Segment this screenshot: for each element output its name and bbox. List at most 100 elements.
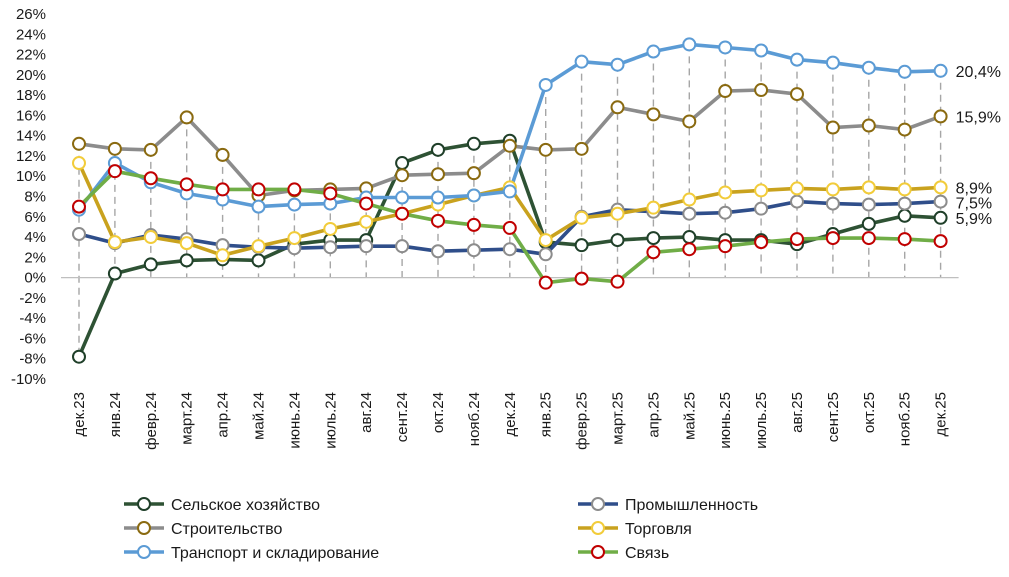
series-5-point xyxy=(502,220,517,235)
series-2-point xyxy=(610,100,625,115)
series-5-point xyxy=(251,182,266,197)
series-5-point xyxy=(72,199,86,214)
legend-swatch-marker xyxy=(137,497,151,511)
end-value-label: 20,4% xyxy=(956,64,1001,81)
series-3-point xyxy=(610,206,625,221)
x-tick-label: авг.24 xyxy=(358,392,375,433)
series-0-point xyxy=(72,349,86,364)
series-5-point xyxy=(323,186,338,201)
series-5-point xyxy=(754,235,769,250)
series-2-point xyxy=(538,142,553,157)
series-1-point xyxy=(359,239,374,254)
series-4-point xyxy=(825,55,840,70)
series-3-point xyxy=(107,235,122,250)
legend-label: Промышленность xyxy=(625,497,758,514)
series-2-point xyxy=(825,120,840,135)
series-5-point xyxy=(143,171,158,186)
y-tick-label: 0% xyxy=(24,270,46,287)
series-2-point xyxy=(395,168,410,183)
x-tick-label: февр.24 xyxy=(143,392,160,450)
end-value-label: 15,9% xyxy=(956,109,1001,126)
series-1-point xyxy=(897,196,912,211)
x-tick-label: окт.25 xyxy=(861,392,878,433)
legend-swatch-marker xyxy=(591,497,605,511)
series-3-point xyxy=(646,200,661,215)
legend-label: Транспорт и складирование xyxy=(171,545,379,562)
series-4-point xyxy=(466,188,481,203)
legend-label: Строительство xyxy=(171,521,282,538)
y-tick-label: 22% xyxy=(16,47,46,64)
y-tick-label: -6% xyxy=(19,330,46,347)
series-5-point xyxy=(574,271,589,286)
legend-item: Строительство xyxy=(124,521,282,538)
series-3-point xyxy=(215,248,230,263)
series-0-point xyxy=(682,230,697,245)
x-tick-label: янв.25 xyxy=(538,392,555,437)
x-tick-label: март.24 xyxy=(179,392,196,445)
legend-swatch-marker xyxy=(591,521,605,535)
legend-item: Транспорт и складирование xyxy=(124,545,379,562)
series-4-point xyxy=(251,199,266,214)
series-1-point xyxy=(502,242,517,257)
series-4-point xyxy=(790,52,804,67)
series-0-point xyxy=(179,253,194,268)
series-0-point xyxy=(574,238,589,253)
series-4-point xyxy=(395,190,410,205)
x-tick-label: март.25 xyxy=(610,392,627,445)
legend: Сельское хозяйство Промышленность Строител… xyxy=(124,497,758,562)
series-0-point xyxy=(897,208,912,223)
series-1-point xyxy=(861,197,876,212)
series-0-point xyxy=(610,233,625,248)
series-1-point xyxy=(72,227,86,242)
series-0-point xyxy=(431,142,445,157)
series-5-point xyxy=(646,245,661,260)
series-1-point xyxy=(395,239,410,254)
series-3-point xyxy=(718,185,733,200)
series-1-point xyxy=(790,194,804,209)
series-4-point xyxy=(646,44,661,59)
series-3-point xyxy=(933,180,948,195)
series-2-point xyxy=(718,84,733,99)
series-4-point xyxy=(610,57,625,72)
series-5-point xyxy=(718,239,733,254)
y-tick-label: -4% xyxy=(19,310,46,327)
series-4-point xyxy=(718,40,733,55)
series-2-point xyxy=(72,136,86,151)
x-tick-label: сент.24 xyxy=(394,392,411,442)
series-5-point xyxy=(215,182,230,197)
series-3-point xyxy=(538,233,553,248)
series-3-point xyxy=(790,181,804,196)
series-3-point xyxy=(682,192,697,207)
series-1-point xyxy=(754,201,769,216)
y-tick-label: 4% xyxy=(24,229,46,246)
series-0-point xyxy=(861,216,876,231)
series-5-point xyxy=(179,177,194,192)
series-5-point xyxy=(682,242,697,257)
y-axis-tick-labels: 26% 24% 22% 20% 18% 16% 14% 12% 10% 8% 6% 4% 2% 0% -2%… xyxy=(11,6,46,388)
x-tick-label: апр.24 xyxy=(215,392,232,438)
series-2-point xyxy=(754,83,769,98)
series-2-point xyxy=(861,118,876,133)
series-0-point xyxy=(466,136,481,151)
series-1-point xyxy=(323,240,338,255)
series-3-point xyxy=(861,180,876,195)
x-tick-label: февр.25 xyxy=(574,392,591,450)
series-2-point xyxy=(179,110,194,125)
end-value-label: 5,9% xyxy=(956,211,992,228)
legend-swatch-marker xyxy=(137,545,151,559)
legend-label: Сельское хозяйство xyxy=(171,497,320,514)
x-tick-label: май.24 xyxy=(251,392,268,440)
series-2-point xyxy=(502,138,517,153)
y-tick-label: -10% xyxy=(11,371,46,388)
x-tick-label: нояб.24 xyxy=(466,392,483,446)
x-tick-label: июль.24 xyxy=(322,392,339,449)
end-value-label: 8,9% xyxy=(956,180,992,197)
series-lines xyxy=(77,42,943,359)
series-0-point xyxy=(251,253,266,268)
x-tick-label: окт.24 xyxy=(430,392,447,433)
series-2-point xyxy=(107,141,122,156)
series-2-point xyxy=(574,141,589,156)
legend-label: Связь xyxy=(625,545,669,562)
y-tick-label: 12% xyxy=(16,148,46,165)
